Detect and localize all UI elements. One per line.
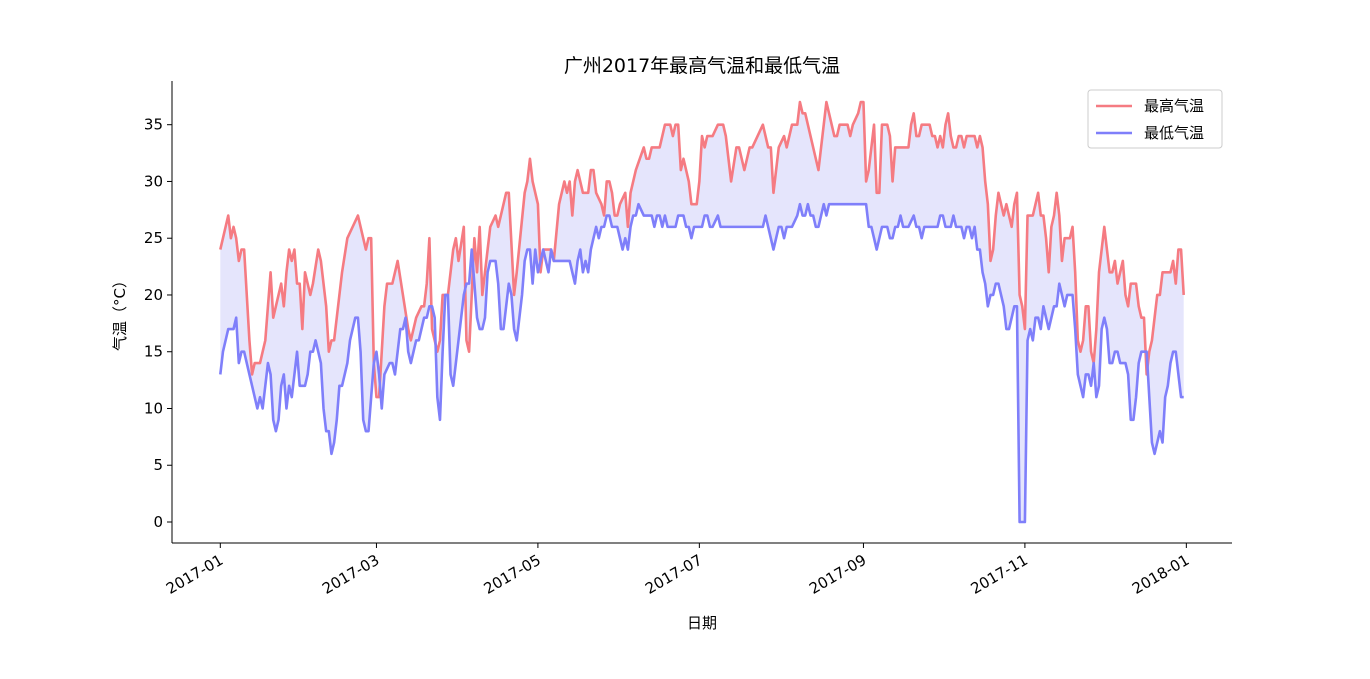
y-axis-label: 气温（°C） <box>111 273 129 351</box>
chart-title: 广州2017年最高气温和最低气温 <box>564 55 840 77</box>
y-tick-label: 20 <box>144 286 163 304</box>
line-series <box>219 202 1184 524</box>
fill-between <box>220 102 1184 522</box>
y-tick-label: 30 <box>144 172 163 190</box>
x-tick-label: 2017-07 <box>642 551 705 598</box>
x-tick-label: 2017-11 <box>968 551 1031 598</box>
x-tick-label: 2017-09 <box>806 551 869 598</box>
y-tick-label: 10 <box>144 399 163 417</box>
x-tick-label: 2017-01 <box>163 551 226 598</box>
x-tick-label: 2017-05 <box>481 551 544 598</box>
x-axis-label: 日期 <box>687 614 717 632</box>
y-tick-label: 15 <box>144 343 163 361</box>
x-tick-label: 2018-01 <box>1129 551 1192 598</box>
x-tick-label: 2017-03 <box>319 551 382 598</box>
legend-label: 最低气温 <box>1144 124 1204 142</box>
y-tick-label: 25 <box>144 229 163 247</box>
line-series <box>219 100 1185 399</box>
y-tick-label: 0 <box>153 513 163 531</box>
legend-label: 最高气温 <box>1144 97 1204 115</box>
y-tick-label: 35 <box>144 116 163 134</box>
y-tick-label: 5 <box>153 456 163 474</box>
